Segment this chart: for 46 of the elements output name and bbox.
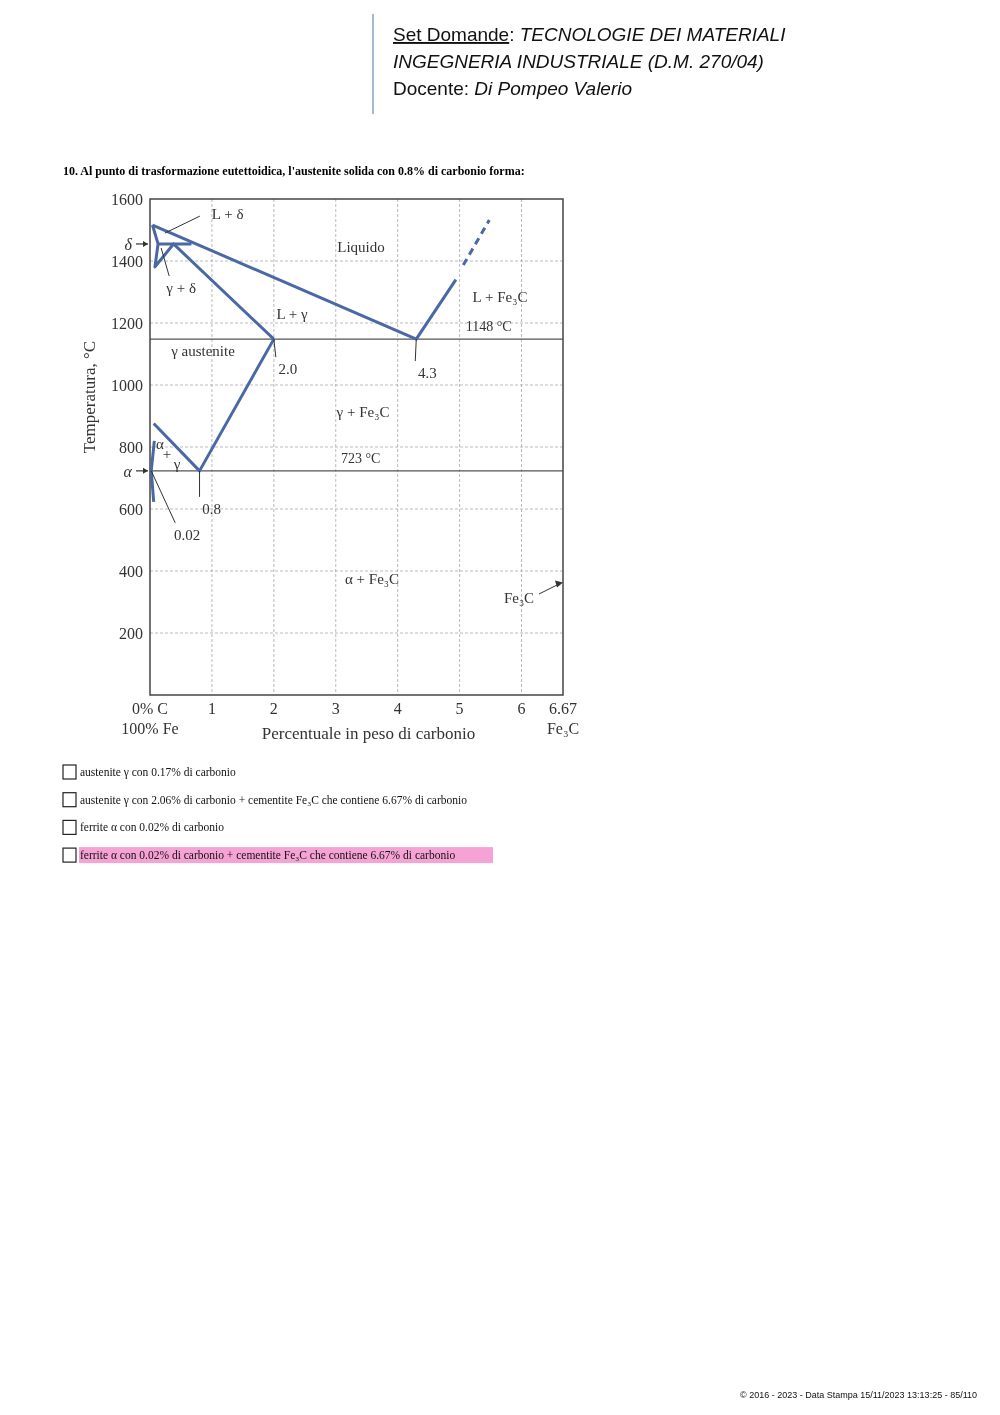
y-tick-label: δ bbox=[124, 235, 133, 253]
x-tick-label: 2 bbox=[269, 700, 278, 717]
text: © 2016 - 2023 - Data Stampa 15/11/2023 13:13:25 - 85/110 bbox=[740, 1390, 977, 1400]
text: INGEGNERIA INDUSTRIALE (D.M. 270/04) bbox=[393, 51, 764, 72]
x-axis-title: Percentuale in peso di carbonio bbox=[261, 724, 476, 743]
y-tick-label: 400 bbox=[119, 563, 143, 580]
text: ferrite α con 0.02% di carbonio bbox=[80, 821, 225, 834]
x-tick-label: 6 bbox=[517, 700, 526, 717]
text: Docente: Di Pompeo Valerio bbox=[393, 78, 633, 99]
ref-line-label: 1148 °C bbox=[465, 319, 512, 335]
annotation: γ + δ bbox=[165, 279, 196, 296]
annotation: α + Fe₃C bbox=[344, 571, 400, 587]
annotation: γ + Fe₃C bbox=[335, 404, 390, 420]
annotation: Fe₃C bbox=[503, 590, 535, 606]
y-tick-label: 1600 bbox=[111, 191, 143, 208]
annotation: L + Fe₃C bbox=[472, 289, 528, 305]
annotation: 0.8 bbox=[202, 500, 221, 517]
annotation: γ austenite bbox=[170, 343, 236, 359]
x-tick-label: 4 bbox=[393, 700, 402, 717]
annotation: γ bbox=[172, 456, 181, 472]
y-tick-label: 200 bbox=[119, 625, 143, 642]
y-tick-label: 800 bbox=[119, 439, 143, 456]
annotation: L + γ bbox=[276, 306, 308, 322]
y-axis-title: Temperatura, °C bbox=[80, 340, 99, 454]
chart-title: 10. Al punto di trasformazione eutettoidica, l'austenite solida con 0.8% di carbonio forma: bbox=[63, 164, 525, 178]
y-tick-label: α bbox=[123, 462, 133, 480]
text: austenite γ con 2.06% di carbonio + cementite Fe₃C che contiene 6.67% di carbonio bbox=[80, 793, 468, 807]
y-tick-label: 1200 bbox=[111, 315, 143, 332]
text: ferrite α con 0.02% di carbonio + cementite Fe₃C che contiene 6.67% di carbonio bbox=[80, 849, 456, 862]
annotation: Liquido bbox=[337, 239, 385, 255]
x-tick-label: 3 bbox=[331, 700, 340, 717]
x-tick-label: 1 bbox=[207, 700, 216, 717]
x-tick-label: 5 bbox=[455, 700, 464, 717]
y-tick-label: 1400 bbox=[111, 253, 143, 270]
annotation: α bbox=[156, 436, 165, 452]
annotation: 2.0 bbox=[278, 361, 298, 378]
annotation: L + δ bbox=[211, 206, 244, 223]
annotation: 0.02 bbox=[174, 526, 201, 543]
text: austenite γ con 0.17% di carbonio bbox=[80, 766, 237, 779]
y-tick-label: 1000 bbox=[111, 377, 143, 394]
ref-line-label: 723 °C bbox=[340, 450, 381, 466]
x-tick-label: 0% C 100% Fe bbox=[121, 700, 179, 737]
x-tick-label: 6.67 Fe₃C bbox=[546, 700, 580, 737]
annotation: 4.3 bbox=[417, 365, 437, 382]
y-tick-label: 600 bbox=[119, 501, 143, 518]
text: Set Domande: TECNOLOGIE DEI MATERIALI bbox=[393, 24, 787, 45]
